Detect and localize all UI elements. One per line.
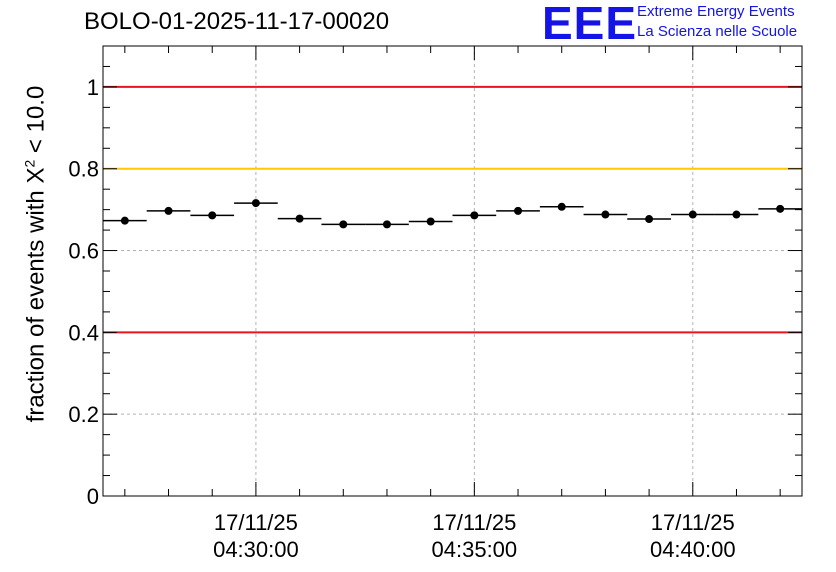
data-point [251,199,260,208]
logo-line-2: La Scienza nelle Scuole [637,23,798,40]
data-point [601,210,610,219]
data-point [557,202,566,211]
data-point [120,216,129,225]
data-point [732,210,741,219]
data-point [470,211,479,220]
plot-frame [102,45,803,497]
data-point [164,206,173,215]
data-point [645,215,654,224]
logo-mark: EEE [542,0,638,49]
y-tick-label: 0 [87,484,99,509]
data-point [776,204,785,213]
y-tick-label: 0.8 [68,157,99,182]
logo-line-1: Extreme Energy Events [637,3,795,20]
x-tick-label-time: 04:35:00 [432,537,518,562]
data-point [426,217,435,226]
y-tick-label: 0.4 [68,320,99,345]
x-tick-label-date: 17/11/25 [651,510,735,535]
data-point [208,211,217,220]
x-tick-label-date: 17/11/25 [214,510,298,535]
chart-title: BOLO-01-2025-11-17-00020 [84,8,390,35]
x-tick-label-time: 04:40:00 [650,537,736,562]
y-tick-label: 0.6 [68,239,99,264]
data-point [382,220,391,229]
data-point [688,210,697,219]
y-tick-label: 0.2 [68,402,99,427]
eee-logo: EEE Extreme Energy Events La Scienza nel… [540,0,836,48]
y-tick-label: 1 [87,75,99,100]
data-point [514,206,523,215]
x-tick-label-time: 04:30:00 [213,537,299,562]
x-tick-label-date: 17/11/25 [432,510,516,535]
data-point [339,220,348,229]
data-point [295,214,304,223]
